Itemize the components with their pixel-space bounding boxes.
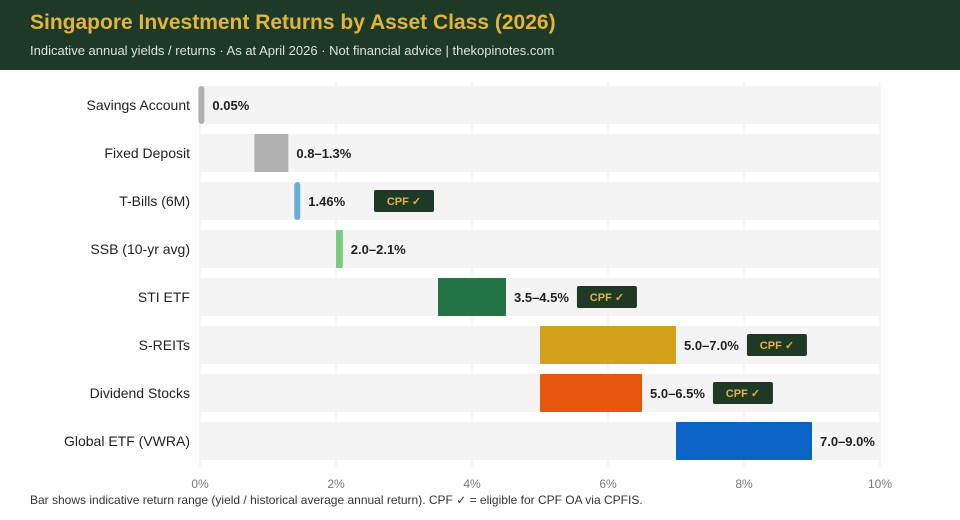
returns-bar-chart: Savings Account 0.05% Fixed Deposit 0.8–1.3…: [64, 82, 892, 491]
range-bar: [540, 374, 642, 412]
range-bar: [438, 278, 506, 316]
chart-subtitle: Indicative annual yields / returns · As …: [30, 43, 555, 58]
category-label: S-REITs: [139, 337, 190, 353]
x-tick-label: 6%: [599, 477, 617, 491]
cpf-badge: CPF ✓: [746, 334, 807, 356]
cpf-badge: CPF ✓: [576, 286, 637, 308]
chart-header: Singapore Investment Returns by Asset Cl…: [0, 0, 960, 70]
bar-track: [200, 230, 880, 268]
value-label: 0.05%: [212, 98, 249, 113]
cpf-badge-bg: [576, 286, 637, 308]
cpf-badge-label: CPF ✓: [760, 340, 794, 352]
chart-footnote: Bar shows indicative return range (yield…: [30, 493, 643, 507]
cpf-badge: CPF ✓: [712, 382, 773, 404]
cpf-badge-bg: [374, 190, 434, 212]
bar-track: [200, 278, 880, 316]
category-label: SSB (10-yr avg): [90, 241, 190, 257]
value-label: 5.0–7.0%: [684, 338, 739, 353]
cpf-badge-label: CPF ✓: [590, 292, 624, 304]
value-label: 5.0–6.5%: [650, 386, 705, 401]
category-label: Fixed Deposit: [104, 145, 190, 161]
bar-track: [200, 86, 880, 124]
category-label: Savings Account: [86, 97, 190, 113]
bar-track: [200, 134, 880, 172]
value-label: 3.5–4.5%: [514, 290, 569, 305]
chart-title: Singapore Investment Returns by Asset Cl…: [30, 11, 556, 34]
category-label: STI ETF: [138, 289, 190, 305]
cpf-badge-bg: [712, 382, 773, 404]
range-bar: [676, 422, 812, 460]
cpf-badge-label: CPF ✓: [726, 388, 760, 400]
range-bar: [254, 134, 289, 172]
x-tick-label: 4%: [463, 477, 481, 491]
cpf-badge-label: CPF ✓: [387, 196, 421, 208]
cpf-badge: CPF ✓: [374, 190, 434, 212]
value-label: 2.0–2.1%: [351, 242, 406, 257]
x-tick-label: 8%: [735, 477, 753, 491]
category-label: Global ETF (VWRA): [64, 433, 190, 449]
value-label: 0.8–1.3%: [296, 146, 351, 161]
x-tick-label: 0%: [191, 477, 209, 491]
cpf-badge-bg: [746, 334, 807, 356]
range-bar: [294, 182, 301, 220]
value-label: 7.0–9.0%: [820, 434, 875, 449]
range-bar: [540, 326, 676, 364]
category-label: Dividend Stocks: [90, 385, 190, 401]
bar-track: [200, 182, 880, 220]
x-tick-label: 2%: [327, 477, 345, 491]
category-label: T-Bills (6M): [119, 193, 190, 209]
range-bar: [336, 230, 343, 268]
value-label: 1.46%: [308, 194, 345, 209]
range-bar: [198, 86, 205, 124]
x-tick-label: 10%: [868, 477, 892, 491]
